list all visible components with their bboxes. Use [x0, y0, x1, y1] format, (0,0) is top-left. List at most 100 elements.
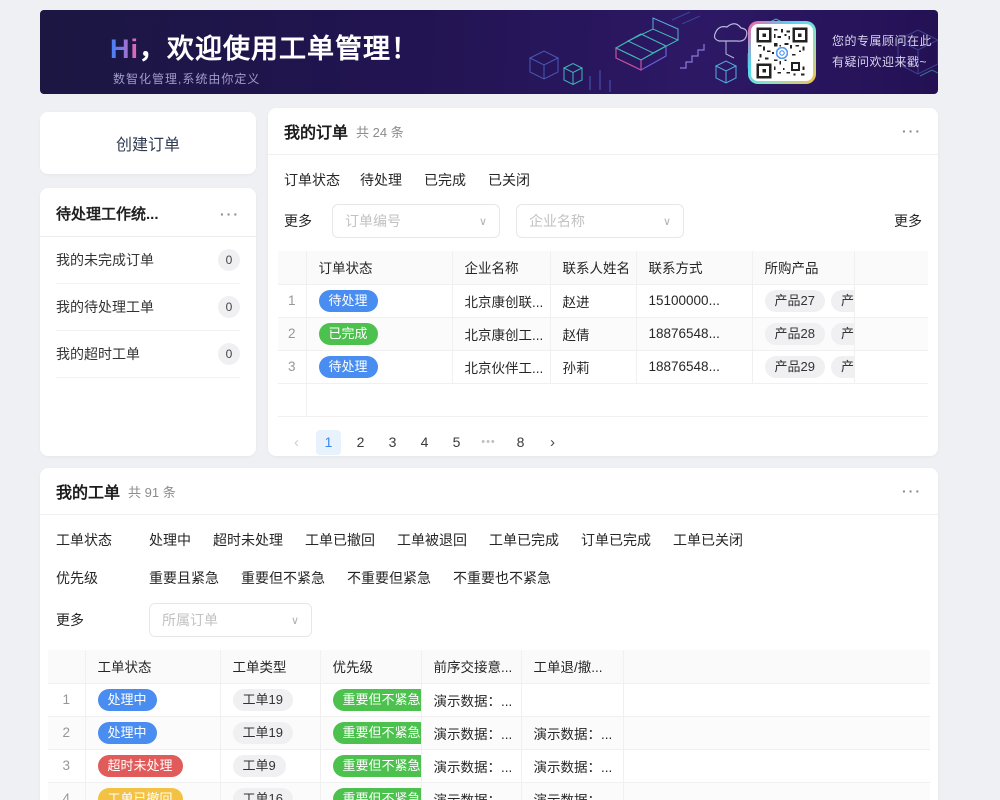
page-2[interactable]: 2 — [356, 434, 365, 450]
order-status-filter-label: 订单状态 — [284, 172, 340, 188]
stat-item-unfinished-orders[interactable]: 我的未完成订单 0 — [56, 237, 240, 284]
qr-caption: 您的专属顾问在此 有疑问欢迎来戳~ — [832, 31, 932, 73]
orders-expand-more-link[interactable]: 更多 — [894, 213, 922, 229]
col-company: 企业名称 — [452, 251, 551, 285]
ticket-type-cell: 工单9 — [220, 749, 321, 783]
col-ticket-status: 工单状态 — [85, 650, 221, 684]
row-index: 4 — [48, 782, 86, 800]
page-8[interactable]: 8 — [516, 434, 525, 450]
type-tag: 工单19 — [232, 721, 293, 744]
ticket-row[interactable]: 3 超时未处理 工单9 重要但不紧急 演示数据：... 演示数据：... — [48, 749, 930, 783]
company-name-placeholder: 企业名称 — [529, 213, 585, 229]
row-index: 1 — [278, 284, 307, 318]
products-cell: 产品28 产 — [752, 317, 855, 351]
extra-cell — [623, 782, 930, 800]
row-index: 1 — [48, 683, 86, 717]
priority-option-important-not-urgent[interactable]: 重要但不紧急 — [241, 570, 325, 586]
priority-option-not-important-urgent[interactable]: 不重要但紧急 — [347, 570, 431, 586]
chevron-down-icon: ∨ — [290, 614, 299, 627]
ticket-status-option-withdrawn[interactable]: 工单已撤回 — [305, 532, 375, 548]
phone-cell: 18876548... — [636, 317, 753, 351]
order-status-option-done[interactable]: 已完成 — [424, 172, 466, 188]
order-row[interactable]: 2 已完成 北京康创工... 赵倩 18876548... 产品28 产 — [278, 317, 928, 351]
page-3[interactable]: 3 — [388, 434, 397, 450]
status-badge: 处理中 — [97, 688, 157, 711]
tickets-more-menu-icon[interactable]: ··· — [902, 483, 922, 499]
page-ellipsis-icon[interactable]: ••• — [481, 436, 496, 448]
row-index: 2 — [48, 716, 86, 750]
type-tag: 工单9 — [232, 754, 286, 777]
order-status-option-pending[interactable]: 待处理 — [360, 172, 402, 188]
ticket-status-option-overtime[interactable]: 超时未处理 — [213, 532, 283, 548]
page-1[interactable]: 1 — [316, 429, 341, 455]
ticket-row[interactable]: 2 处理中 工单19 重要但不紧急 演示数据：... 演示数据：... — [48, 716, 930, 750]
col-index — [48, 650, 86, 684]
col-priority: 优先级 — [320, 650, 422, 684]
stats-card-header: 待处理工作统... ··· — [40, 188, 256, 237]
tickets-more-filter-row: 更多 所属订单 ∨ — [56, 603, 922, 637]
product-tag: 产品29 — [764, 355, 825, 378]
tickets-count: 共 91 条 — [128, 484, 176, 500]
ticket-type-cell: 工单19 — [220, 683, 321, 717]
order-id-placeholder: 订单编号 — [345, 213, 401, 229]
retreat-cell — [521, 683, 624, 717]
type-tag: 工单19 — [232, 688, 293, 711]
stat-item-pending-tickets[interactable]: 我的待处理工单 0 — [56, 284, 240, 331]
priority-badge: 重要但不紧急 — [332, 787, 420, 800]
ticket-row[interactable]: 4 工单已撤回 工单16 重要但不紧急 演示数据：... 演示数据：... — [48, 782, 930, 800]
order-status-filter-row: 订单状态 待处理 已完成 已关闭 — [284, 170, 922, 190]
order-id-select[interactable]: 订单编号 ∨ — [332, 204, 500, 238]
next-page-icon[interactable]: › — [550, 433, 555, 451]
order-status-option-closed[interactable]: 已关闭 — [488, 172, 530, 188]
tickets-panel-header: 我的工单 共 91 条 ··· — [40, 468, 938, 515]
product-tag-truncated: 产 — [830, 355, 853, 378]
stats-more-menu-icon[interactable]: ··· — [220, 205, 240, 222]
product-tag-truncated: 产 — [830, 322, 853, 345]
ticket-status-option-ticket-done[interactable]: 工单已完成 — [489, 532, 559, 548]
prev-page-icon[interactable]: ‹ — [294, 433, 299, 451]
retreat-cell: 演示数据：... — [521, 749, 624, 783]
col-contact-phone: 联系方式 — [636, 251, 753, 285]
order-row[interactable]: 1 待处理 北京康创联... 赵进 15100000... 产品27 产 — [278, 284, 928, 318]
ticket-status-option-processing[interactable]: 处理中 — [149, 532, 191, 548]
create-order-button[interactable]: 创建订单 — [40, 112, 256, 174]
ticket-status-cell: 超时未处理 — [85, 749, 221, 783]
status-badge: 已完成 — [318, 322, 378, 345]
ticket-status-cell: 工单已撤回 — [85, 782, 221, 800]
priority-cell: 重要但不紧急 — [320, 683, 422, 717]
stat-label: 我的待处理工单 — [56, 299, 154, 315]
phone-cell: 18876548... — [636, 350, 753, 384]
page-4[interactable]: 4 — [420, 434, 429, 450]
ticket-status-option-returned[interactable]: 工单被退回 — [397, 532, 467, 548]
order-status-cell: 待处理 — [306, 284, 453, 318]
parent-order-placeholder: 所属订单 — [162, 612, 218, 628]
company-name-select[interactable]: 企业名称 ∨ — [516, 204, 684, 238]
order-status-cell: 待处理 — [306, 350, 453, 384]
greeting-hi: Hi — [110, 34, 139, 64]
ticket-status-option-closed[interactable]: 工单已关闭 — [673, 532, 743, 548]
priority-option-important-urgent[interactable]: 重要且紧急 — [149, 570, 219, 586]
status-badge: 待处理 — [318, 355, 378, 378]
orders-table-header-row: 订单状态 企业名称 联系人姓名 联系方式 所购产品 — [278, 251, 928, 285]
orders-more-menu-icon[interactable]: ··· — [902, 123, 922, 139]
company-cell: 北京伙伴工... — [452, 350, 551, 384]
order-row[interactable]: 3 待处理 北京伙伴工... 孙莉 18876548... 产品29 产 — [278, 350, 928, 384]
orders-more-filter-row: 更多 订单编号 ∨ 企业名称 ∨ 更多 — [284, 204, 922, 238]
ticket-status-cell: 处理中 — [85, 716, 221, 750]
priority-cell: 重要但不紧急 — [320, 716, 422, 750]
priority-option-not-important-not-urgent[interactable]: 不重要也不紧急 — [453, 570, 551, 586]
ticket-row[interactable]: 1 处理中 工单19 重要但不紧急 演示数据：... — [48, 683, 930, 717]
page-5[interactable]: 5 — [452, 434, 461, 450]
parent-order-select[interactable]: 所属订单 ∨ — [149, 603, 312, 637]
contact-cell: 孙莉 — [550, 350, 637, 384]
handover-cell: 演示数据：... — [421, 749, 522, 783]
row-index: 3 — [278, 350, 307, 384]
ticket-status-option-order-done[interactable]: 订单已完成 — [581, 532, 651, 548]
stat-item-overtime-tickets[interactable]: 我的超时工单 0 — [56, 331, 240, 378]
product-tag: 产品28 — [764, 322, 825, 345]
stat-label: 我的超时工单 — [56, 346, 140, 362]
priority-badge: 重要但不紧急 — [332, 721, 420, 744]
status-badge: 超时未处理 — [97, 754, 183, 777]
product-tag: 产品27 — [764, 289, 825, 312]
banner-greeting: Hi，欢迎使用工单管理！ — [110, 27, 419, 66]
